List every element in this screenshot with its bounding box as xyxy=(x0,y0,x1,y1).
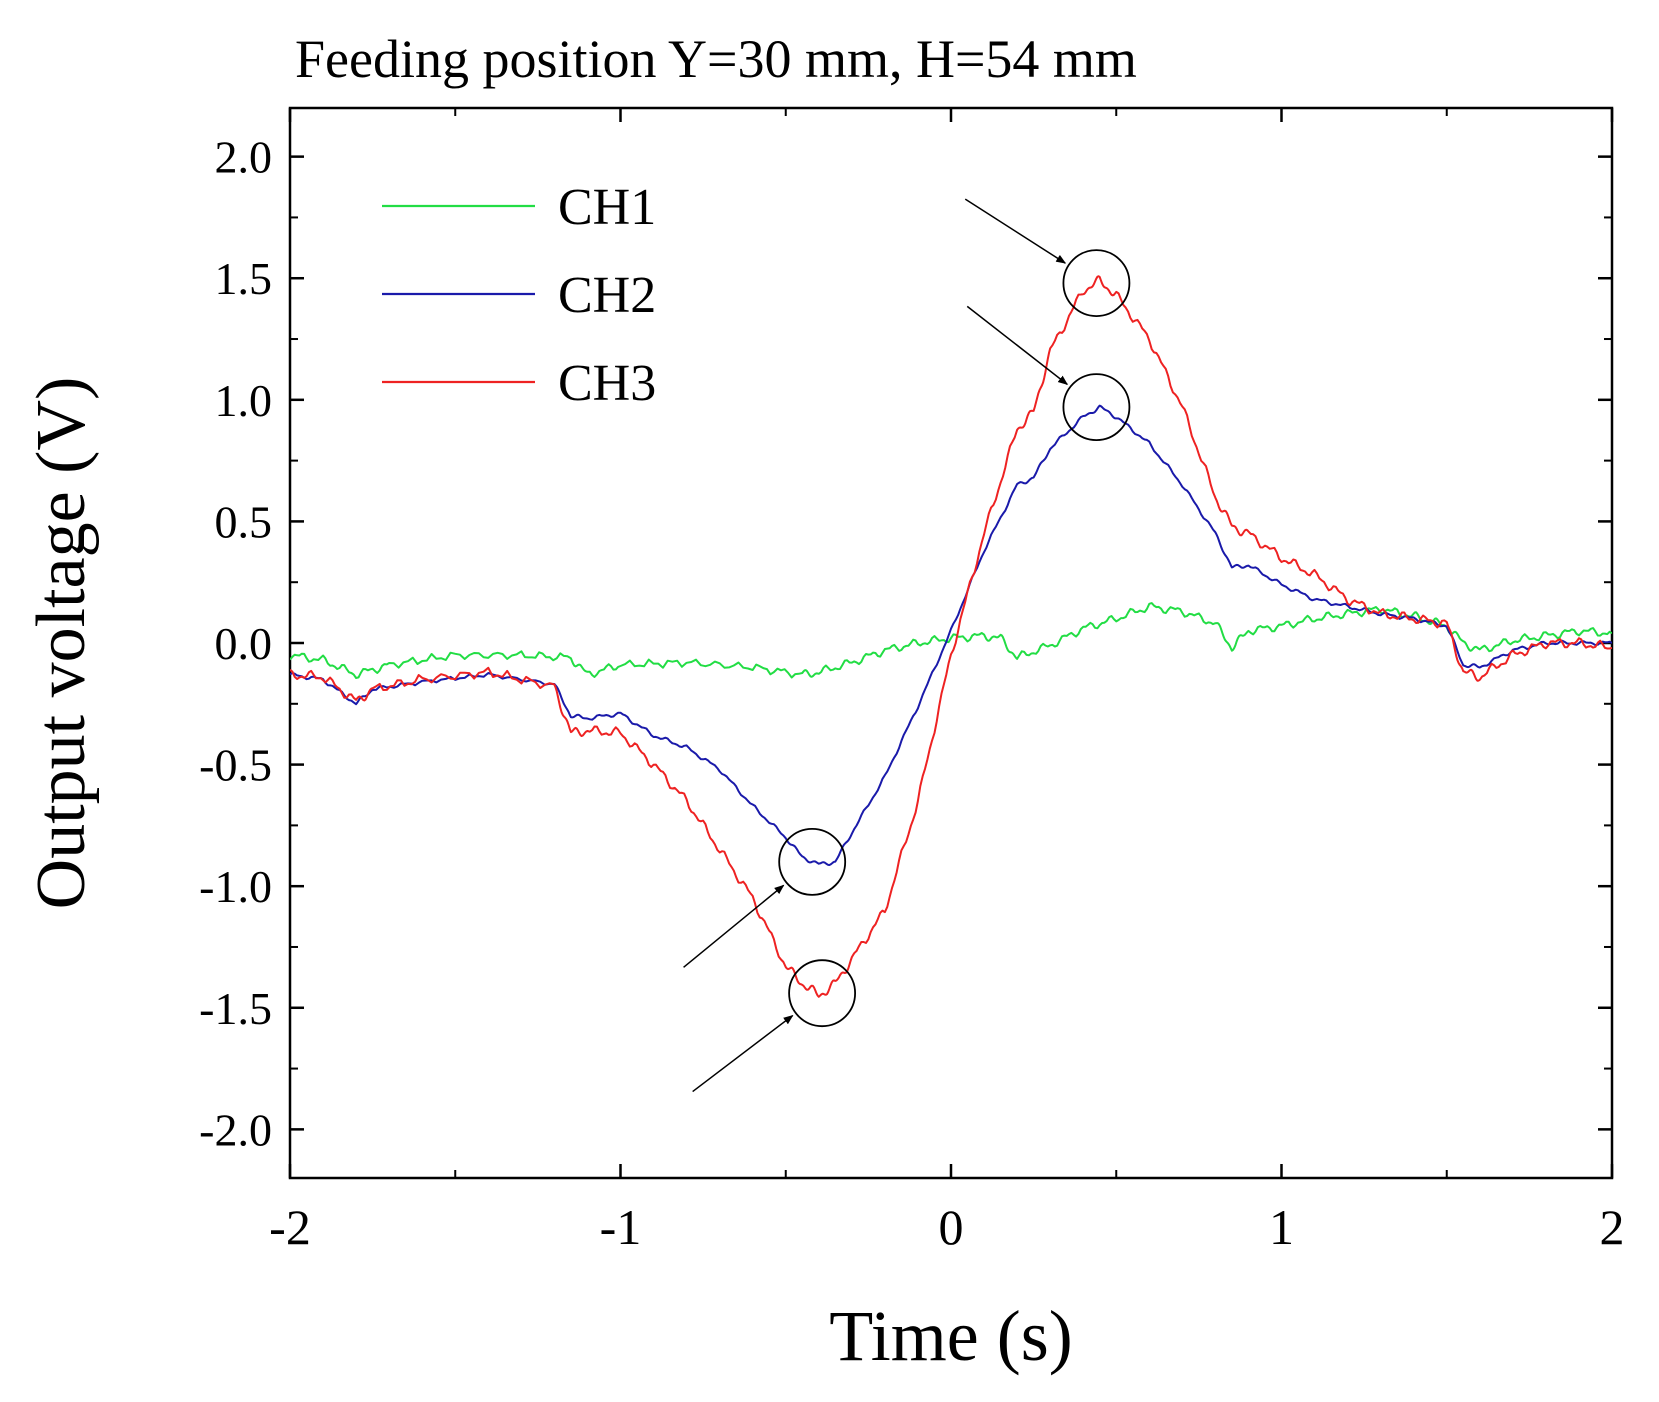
y-axis-label: Output voltage (V) xyxy=(23,377,100,910)
y-tick-label: -0.5 xyxy=(199,740,272,791)
y-tick-label: 0.5 xyxy=(215,496,273,547)
y-tick-label: 1.5 xyxy=(215,253,273,304)
y-tick-label: -2.0 xyxy=(199,1104,272,1155)
plot-annotations xyxy=(683,198,1131,1093)
x-tick-label: 1 xyxy=(1269,1199,1294,1255)
x-tick-label: 2 xyxy=(1600,1199,1625,1255)
legend-label-ch3: CH3 xyxy=(558,355,656,412)
annotation-circle xyxy=(788,959,857,1028)
y-tick-label: -1.5 xyxy=(199,983,272,1034)
annotation-arrow xyxy=(964,198,1067,264)
plot-frame xyxy=(288,106,1614,1180)
annotation-arrow xyxy=(692,1014,794,1093)
series-line-ch2 xyxy=(290,404,1612,866)
legend-label-ch1: CH1 xyxy=(558,179,656,236)
y-tick-label: -1.0 xyxy=(199,861,272,912)
y-tick-label: 0.0 xyxy=(215,618,273,669)
x-tick-label: -1 xyxy=(600,1199,642,1255)
legend-label-ch2: CH2 xyxy=(558,267,656,324)
y-tick-label: 2.0 xyxy=(215,132,273,183)
annotation-circle xyxy=(1062,249,1131,317)
annotation-circle xyxy=(778,827,847,896)
annotation-circle xyxy=(1062,373,1131,442)
annotation-arrow xyxy=(683,884,785,968)
y-axis: 2.0 1.5 1.0 0.5 0.0 -0.5 -1.0 -1.5 -2.0 xyxy=(199,132,1612,1155)
series-line-ch3 xyxy=(290,275,1612,998)
x-axis: -2 -1 0 1 2 xyxy=(269,108,1625,1255)
x-tick-label: -2 xyxy=(269,1199,311,1255)
series-line-ch1 xyxy=(290,602,1612,679)
chart-title: Feeding position Y=30 mm, H=54 mm xyxy=(295,29,1137,89)
annotation-arrow xyxy=(966,305,1069,385)
x-axis-label: Time (s) xyxy=(829,1296,1072,1376)
plot-series xyxy=(290,275,1612,998)
x-tick-label: 0 xyxy=(939,1199,964,1255)
y-tick-label: 1.0 xyxy=(215,375,273,426)
legend: CH1 CH2 CH3 xyxy=(382,179,656,412)
